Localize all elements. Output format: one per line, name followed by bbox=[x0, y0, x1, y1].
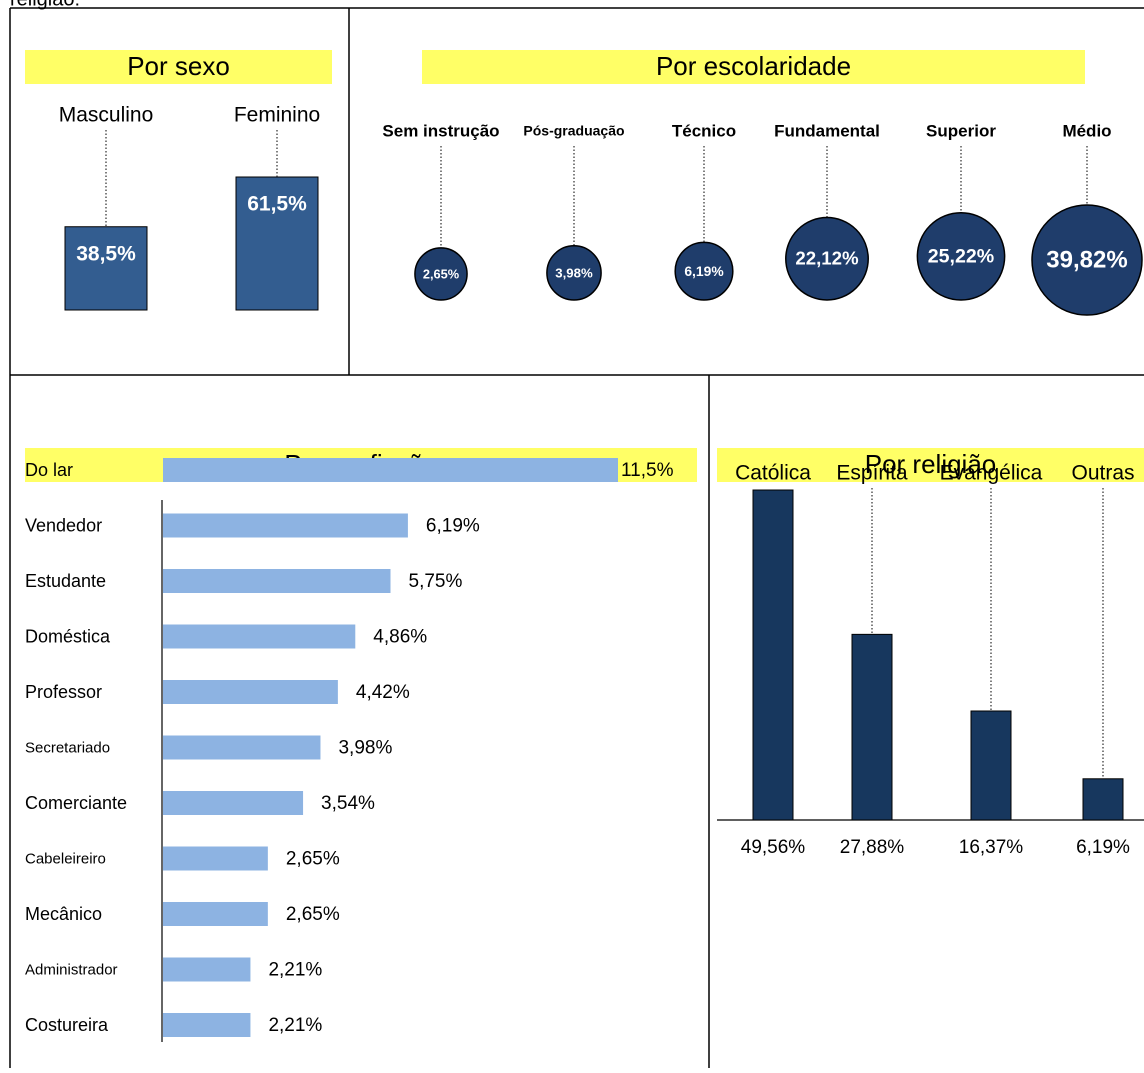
bar bbox=[163, 902, 268, 926]
category-label: Professor bbox=[25, 682, 102, 702]
category-label: Feminino bbox=[234, 104, 320, 127]
category-label: Pós-graduação bbox=[523, 123, 624, 139]
bar bbox=[64, 226, 148, 311]
value-label: 27,88% bbox=[840, 837, 905, 858]
bar bbox=[1082, 778, 1124, 821]
bubble bbox=[414, 247, 468, 301]
value-label: 3,98% bbox=[338, 738, 392, 759]
value-label: 11,5% bbox=[621, 460, 674, 481]
category-label: Secretariado bbox=[25, 739, 110, 756]
bar bbox=[163, 735, 321, 760]
value-label: 61,5% bbox=[247, 193, 307, 216]
value-label: 22,12% bbox=[795, 248, 859, 269]
category-label: Doméstica bbox=[25, 626, 111, 646]
bar bbox=[163, 957, 251, 982]
value-label: 2,65% bbox=[286, 904, 340, 925]
bubble bbox=[674, 241, 734, 301]
bar bbox=[163, 680, 338, 704]
value-label: 6,19% bbox=[426, 516, 480, 537]
bar bbox=[163, 791, 304, 815]
bar bbox=[235, 176, 319, 311]
value-label: 2,65% bbox=[286, 849, 340, 870]
chart-title: Por sexo bbox=[127, 51, 230, 81]
category-label: Masculino bbox=[59, 104, 154, 127]
title-band bbox=[25, 50, 332, 84]
category-label: Técnico bbox=[672, 121, 736, 140]
value-label: 6,19% bbox=[1076, 837, 1130, 858]
header-text: religião: bbox=[10, 0, 80, 10]
value-label: 25,22% bbox=[928, 246, 994, 268]
value-label: 16,37% bbox=[959, 837, 1024, 858]
bar bbox=[163, 458, 618, 482]
category-label: Mecânico bbox=[25, 904, 102, 924]
category-label: Comerciante bbox=[25, 793, 127, 813]
bar bbox=[752, 489, 794, 821]
title-band bbox=[422, 50, 1085, 84]
value-label: 3,54% bbox=[321, 793, 375, 814]
bar bbox=[163, 569, 391, 593]
bar bbox=[970, 710, 1012, 821]
category-label: Administrador bbox=[25, 961, 118, 978]
category-label: Médio bbox=[1062, 121, 1111, 140]
bubble bbox=[1031, 204, 1143, 316]
value-label: 5,75% bbox=[409, 571, 463, 592]
category-label: Superior bbox=[926, 121, 996, 140]
bar bbox=[163, 1013, 251, 1037]
bubble bbox=[916, 211, 1006, 301]
bar bbox=[163, 846, 268, 871]
category-label: Fundamental bbox=[774, 121, 880, 140]
category-label: Espírita bbox=[836, 462, 908, 485]
category-label: Do lar bbox=[25, 460, 73, 480]
value-label: 6,19% bbox=[684, 263, 723, 279]
bubble bbox=[546, 245, 602, 301]
category-label: Cabeleireiro bbox=[25, 850, 106, 867]
bar bbox=[851, 633, 893, 821]
bubble bbox=[785, 216, 869, 301]
value-label: 2,21% bbox=[268, 960, 322, 981]
category-label: Católica bbox=[735, 462, 811, 485]
value-label: 4,42% bbox=[356, 682, 410, 703]
value-label: 2,21% bbox=[268, 1015, 322, 1036]
chart-title: Por escolaridade bbox=[656, 51, 851, 81]
category-label: Vendedor bbox=[25, 515, 102, 535]
chart-title: Por religião bbox=[865, 449, 997, 479]
value-label: 4,86% bbox=[373, 627, 427, 648]
title-band bbox=[717, 448, 1144, 482]
value-label: 49,56% bbox=[741, 837, 806, 858]
category-label: Costureira bbox=[25, 1015, 109, 1035]
category-label: Sem instrução bbox=[382, 121, 499, 140]
category-label: Evangélica bbox=[940, 462, 1043, 485]
bar bbox=[163, 513, 408, 538]
value-label: 38,5% bbox=[76, 242, 136, 265]
value-label: 3,98% bbox=[555, 265, 593, 280]
value-label: 2,65% bbox=[423, 266, 460, 281]
category-label: Outras bbox=[1071, 462, 1134, 485]
value-label: 39,82% bbox=[1046, 246, 1127, 273]
bar bbox=[163, 624, 356, 649]
category-label: Estudante bbox=[25, 571, 106, 591]
